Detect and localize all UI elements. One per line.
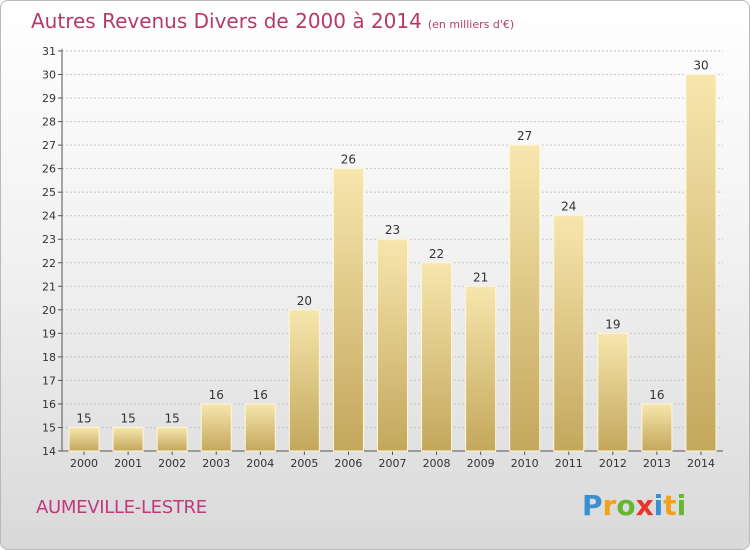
bar-value-label: 20 xyxy=(297,294,312,308)
logo-letter: o xyxy=(616,489,636,522)
commune-name: AUMEVILLE-LESTRE xyxy=(36,497,207,518)
y-tick-label: 22 xyxy=(42,257,56,270)
y-tick-label: 20 xyxy=(42,304,56,317)
bar xyxy=(641,403,673,452)
x-tick-label: 2013 xyxy=(643,457,671,470)
y-tick-label: 16 xyxy=(42,398,56,411)
bar-value-label: 22 xyxy=(429,247,444,261)
bar xyxy=(465,285,497,452)
x-tick-label: 2010 xyxy=(511,457,539,470)
logo-letter: P xyxy=(582,489,603,522)
y-tick-label: 19 xyxy=(42,327,56,340)
logo-letter: x xyxy=(635,489,654,522)
y-tick-label: 27 xyxy=(42,139,56,152)
x-tick-label: 2014 xyxy=(687,457,715,470)
x-tick-label: 2009 xyxy=(467,457,495,470)
x-tick-label: 2007 xyxy=(379,457,407,470)
x-tick-label: 2001 xyxy=(114,457,142,470)
bar xyxy=(244,403,276,452)
y-tick-label: 15 xyxy=(42,421,56,434)
x-tick-label: 2005 xyxy=(290,457,318,470)
x-tick-label: 2006 xyxy=(334,457,362,470)
bar xyxy=(288,309,320,452)
bar-value-label: 27 xyxy=(517,129,532,143)
bar-value-label: 19 xyxy=(605,317,620,331)
bar xyxy=(332,168,364,452)
x-tick-label: 2002 xyxy=(158,457,186,470)
bar-value-label: 15 xyxy=(165,411,180,425)
y-tick-label: 14 xyxy=(42,445,56,458)
label-layer: 15 15 15 16 16 20 26 23 22 21 27 24 19 16 30 xyxy=(76,59,708,426)
chart-title: Autres Revenus Divers de 2000 à 2014 (en … xyxy=(31,9,514,33)
x-tick-label: 2003 xyxy=(202,457,230,470)
logo-letter: t xyxy=(663,489,677,522)
bar-value-label: 16 xyxy=(253,388,268,402)
proxiti-logo: Proxiti xyxy=(582,489,686,522)
bar-value-label: 23 xyxy=(385,223,400,237)
y-tick-label: 24 xyxy=(42,210,56,223)
bar xyxy=(68,426,100,452)
bar-layer xyxy=(68,74,717,452)
logo-letter: i xyxy=(676,489,687,522)
bar xyxy=(553,215,585,452)
bar-value-label: 15 xyxy=(120,411,135,425)
bar xyxy=(156,426,188,452)
bar xyxy=(200,403,232,452)
logo-letter: i xyxy=(653,489,664,522)
chart-title-text: Autres Revenus Divers de 2000 à 2014 xyxy=(31,9,422,33)
y-tick-label: 29 xyxy=(42,92,56,105)
y-tick-label: 26 xyxy=(42,163,56,176)
bar-value-label: 16 xyxy=(649,388,664,402)
x-tick-label: 2012 xyxy=(599,457,627,470)
bar-value-label: 30 xyxy=(693,59,708,73)
bar-value-label: 21 xyxy=(473,270,488,284)
axis-layer: 14 15 16 17 18 19 20 21 22 23 24 25 26 27 28 29 30 31 2000… xyxy=(42,45,723,470)
y-tick-label: 31 xyxy=(42,45,56,58)
y-tick-label: 21 xyxy=(42,280,56,293)
x-tick-label: 2004 xyxy=(246,457,274,470)
bar xyxy=(112,426,144,452)
bar xyxy=(421,262,453,452)
x-tick-label: 2000 xyxy=(70,457,98,470)
y-tick-label: 25 xyxy=(42,186,56,199)
bar xyxy=(597,332,629,452)
bar xyxy=(685,74,717,452)
y-tick-label: 17 xyxy=(42,374,56,387)
bar-value-label: 26 xyxy=(341,153,356,167)
y-tick-label: 30 xyxy=(42,69,56,82)
x-tick-label: 2008 xyxy=(423,457,451,470)
bar-value-label: 16 xyxy=(209,388,224,402)
chart-title-unit: (en milliers d'€) xyxy=(427,18,515,31)
bar xyxy=(377,238,408,452)
y-tick-label: 23 xyxy=(42,233,56,246)
logo-letter: r xyxy=(602,489,617,522)
y-tick-label: 18 xyxy=(42,351,56,364)
bar-value-label: 24 xyxy=(561,200,576,214)
bar xyxy=(509,144,541,452)
y-tick-label: 28 xyxy=(42,116,56,129)
x-tick-label: 2011 xyxy=(555,457,583,470)
bar-value-label: 15 xyxy=(76,411,91,425)
